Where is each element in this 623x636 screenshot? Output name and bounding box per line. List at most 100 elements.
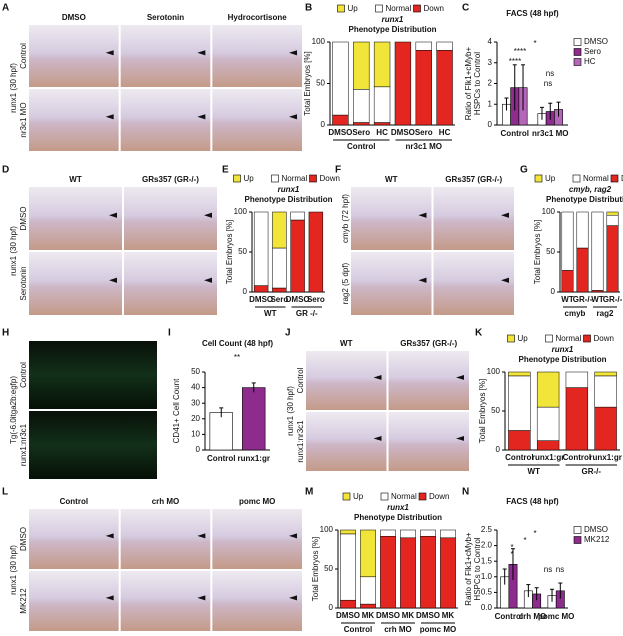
x-tick-label: DMSO xyxy=(328,128,352,137)
group-label: Control xyxy=(347,142,375,151)
bar-segment xyxy=(380,529,396,537)
panel-letter: A xyxy=(2,3,9,14)
arrowhead xyxy=(109,212,117,218)
bar-segment xyxy=(360,529,376,578)
arrowhead xyxy=(105,50,114,56)
x-tick-label: crh MO xyxy=(519,612,547,621)
chart-title: cmyb, rag2 xyxy=(569,185,612,194)
arrowhead xyxy=(289,595,297,601)
micrograph xyxy=(120,89,211,151)
significance: * xyxy=(523,536,526,545)
micrograph xyxy=(29,89,119,151)
x-tick-label: runx1:gr xyxy=(238,454,270,463)
y-tick-label: 100 xyxy=(487,367,501,376)
y-tick-label: 40 xyxy=(191,383,200,392)
bar-segment xyxy=(308,211,324,293)
y-tick-label: 100 xyxy=(234,207,248,216)
significance: * xyxy=(533,39,536,48)
micrograph xyxy=(29,252,122,315)
legend-swatch xyxy=(233,174,241,183)
y-tick-label: 100 xyxy=(312,37,326,46)
bar-segment xyxy=(332,41,349,116)
group-label: rag2 xyxy=(597,309,614,318)
y-axis-label: Ratio of Flk1+cMyb+ xyxy=(464,46,473,120)
y-tick-label: 1.5 xyxy=(481,556,493,565)
micrograph xyxy=(29,411,157,479)
legend-label: Up xyxy=(545,174,556,183)
bar-segment xyxy=(373,122,391,126)
row-label: Control xyxy=(19,362,28,388)
row-label: cmyb (72 hpf) xyxy=(341,194,350,243)
bar-segment xyxy=(353,41,370,90)
legend-label: DMSO xyxy=(584,525,608,534)
y-axis-label: HSPCs to Control xyxy=(473,52,482,115)
side-label: runx1 (30 hpf) xyxy=(9,226,18,276)
panel-letter: M xyxy=(305,487,313,498)
bar-segment xyxy=(332,114,349,126)
arrowhead xyxy=(105,595,114,601)
significance: ns xyxy=(544,79,552,88)
x-tick-label: DMSO xyxy=(376,611,400,620)
arrowhead xyxy=(456,375,464,380)
column-label: Control xyxy=(60,497,88,506)
x-tick-label: GR-/- xyxy=(603,295,623,304)
panel-letter: E xyxy=(222,165,229,176)
y-tick-label: 50 xyxy=(238,247,247,256)
x-tick-label: HC xyxy=(439,128,451,137)
arrowhead xyxy=(197,533,206,539)
legend-swatch xyxy=(375,4,383,13)
x-tick-label: nr3c1 MO xyxy=(532,129,568,138)
panel-letter: D xyxy=(2,165,9,176)
significance: ns xyxy=(556,565,564,574)
y-tick-label: 0 xyxy=(551,287,556,296)
x-tick-label: Control xyxy=(495,612,523,621)
chart-title: runx1 xyxy=(382,15,404,24)
bar-segment xyxy=(360,576,376,605)
side-label: Tg(-6.0itga2b:egfp) xyxy=(9,376,18,444)
bar-segment xyxy=(340,529,356,535)
legend-label: DMSO xyxy=(584,37,608,46)
micrograph xyxy=(29,509,119,569)
bar-segment xyxy=(508,371,531,377)
bar-segment xyxy=(606,211,619,216)
side-label: runx1 (30 hpf) xyxy=(286,386,295,436)
x-tick-label: DMSO xyxy=(249,295,273,304)
legend-label: Normal xyxy=(391,492,417,501)
bar-segment xyxy=(253,211,269,286)
arrowhead xyxy=(105,533,114,539)
arrowhead xyxy=(204,212,212,218)
chart-title: runx1 xyxy=(278,185,300,194)
arrowhead xyxy=(109,277,117,283)
y-axis-label: HSPCs to Control xyxy=(473,537,482,600)
micrograph xyxy=(29,25,119,87)
y-tick-label: 2.5 xyxy=(481,525,493,534)
legend-label: Down xyxy=(429,492,449,501)
group-label: Control xyxy=(344,625,372,634)
y-axis-label: Total Embryos [%] xyxy=(478,379,487,443)
bar-segment xyxy=(272,247,287,289)
column-label: GRs357 (GR-/-) xyxy=(400,339,457,348)
x-tick-label: DMSO xyxy=(336,611,360,620)
arrowhead xyxy=(204,277,212,283)
chart-subtitle: Phenotype Distribution xyxy=(519,355,607,364)
legend-swatch xyxy=(573,48,582,56)
x-tick-label: pomc MO xyxy=(538,612,574,621)
panel-letter: I xyxy=(168,328,171,339)
legend-swatch xyxy=(583,334,591,343)
arrowhead xyxy=(105,114,114,120)
y-tick-label: 50 xyxy=(546,247,555,256)
chart-subtitle: Phenotype Distribution xyxy=(354,513,442,522)
x-tick-label: MK xyxy=(402,611,415,620)
column-label: Serotonin xyxy=(147,13,184,22)
panel-letter: L xyxy=(2,487,8,498)
legend-swatch xyxy=(418,492,427,501)
x-tick-label: Control xyxy=(563,453,591,462)
significance: * xyxy=(510,550,513,559)
legend-swatch xyxy=(534,174,543,183)
side-label: runx1 (30 hpf) xyxy=(9,545,18,595)
x-tick-label: Sero xyxy=(352,128,370,137)
bar-segment xyxy=(420,535,436,609)
group-label: GR-/- xyxy=(581,467,601,476)
bar-segment xyxy=(594,375,617,408)
x-tick-label: Sero xyxy=(270,295,288,304)
